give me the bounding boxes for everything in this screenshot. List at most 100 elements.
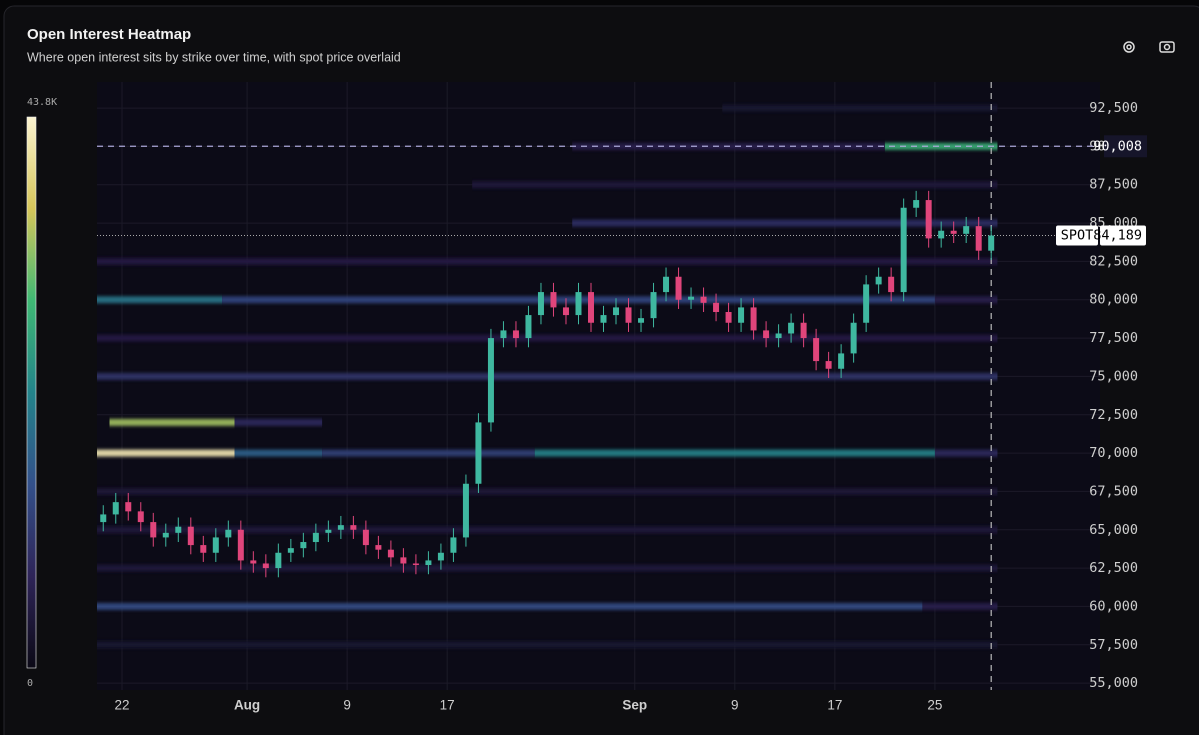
candle-body xyxy=(725,312,732,323)
y-tick-label: 80,000 xyxy=(1089,292,1138,308)
settings-icon[interactable] xyxy=(1123,41,1135,53)
candle-body xyxy=(638,318,645,323)
candle-body xyxy=(788,322,795,334)
candle-body xyxy=(487,338,494,423)
heat-band xyxy=(884,142,998,150)
candle-body xyxy=(650,292,657,319)
candle-body xyxy=(763,330,770,339)
candle-body xyxy=(150,522,157,538)
candle-body xyxy=(713,302,720,313)
candle-body xyxy=(537,292,544,316)
heat-band xyxy=(572,219,998,227)
heat-band xyxy=(97,564,998,572)
y-tick-label: 55,000 xyxy=(1089,675,1138,691)
candle-body xyxy=(988,235,995,251)
y-tick-label: 57,500 xyxy=(1089,637,1138,653)
candle-body xyxy=(225,529,232,538)
candle-body xyxy=(450,537,457,553)
candle-body xyxy=(387,549,394,558)
candle-body xyxy=(525,315,532,339)
heat-band xyxy=(97,526,998,534)
x-tick-label: 17 xyxy=(440,698,455,713)
heat-band xyxy=(97,602,923,610)
candle-body xyxy=(625,307,632,323)
candle-body xyxy=(800,322,807,339)
y-tick-label: 82,500 xyxy=(1089,253,1138,269)
candle-body xyxy=(425,560,432,566)
candle-body xyxy=(663,276,670,293)
spot-tag-label: SPOT xyxy=(1061,228,1094,244)
candle-body xyxy=(587,292,594,323)
x-tick-label: Sep xyxy=(622,698,647,713)
level-label: 90,008 xyxy=(1093,138,1142,154)
candle-body xyxy=(875,276,882,285)
x-tick-label: 22 xyxy=(114,698,129,713)
candle-body xyxy=(137,511,144,523)
y-tick-label: 60,000 xyxy=(1089,598,1138,614)
candle-body xyxy=(200,545,207,553)
candle-body xyxy=(738,307,745,323)
x-tick-label: 17 xyxy=(827,698,842,713)
candle-body xyxy=(775,333,782,339)
candle-body xyxy=(600,315,607,323)
heat-band xyxy=(234,418,323,426)
candle-body xyxy=(900,207,907,293)
title: Open Interest Heatmap xyxy=(27,26,191,43)
spot-box xyxy=(1100,225,1146,246)
candle-body xyxy=(325,529,332,533)
heat-band xyxy=(97,296,223,304)
heat-band xyxy=(322,449,535,457)
heat-band xyxy=(97,257,998,265)
candle-body xyxy=(975,226,982,251)
candle-body xyxy=(162,532,169,538)
candle-body xyxy=(100,514,107,523)
x-tick-label: 9 xyxy=(343,698,351,713)
x-tick-label: 25 xyxy=(927,698,942,713)
candle-body xyxy=(275,552,282,569)
y-tick-label: 77,500 xyxy=(1089,330,1138,346)
candle-body xyxy=(562,307,569,316)
candle-body xyxy=(512,330,519,339)
candle-body xyxy=(400,557,407,564)
candle-body xyxy=(500,330,507,339)
candle-body xyxy=(375,545,382,550)
y-tick-label: 65,000 xyxy=(1089,522,1138,538)
heatmap xyxy=(97,104,998,649)
spot-value: 84,189 xyxy=(1093,228,1142,244)
subtitle: Where open interest sits by strike over … xyxy=(27,50,401,64)
candle-body xyxy=(212,537,219,553)
candle-body xyxy=(838,353,845,369)
candle-body xyxy=(175,526,182,533)
candle-body xyxy=(613,307,620,316)
candle-body xyxy=(287,548,294,553)
level-box xyxy=(1104,135,1147,158)
candle-body xyxy=(550,292,557,308)
camera-icon[interactable] xyxy=(1159,41,1175,53)
candle-body xyxy=(850,322,857,354)
candle-body xyxy=(187,526,194,546)
heat-band xyxy=(97,334,998,342)
x-tick-label: 9 xyxy=(731,698,739,713)
y-tick-label: 62,500 xyxy=(1089,560,1138,576)
y-tick-label: 92,500 xyxy=(1089,100,1138,116)
candle-body xyxy=(312,532,319,543)
heat-band xyxy=(722,104,998,112)
x-tick-label: Aug xyxy=(234,698,260,713)
candle-body xyxy=(863,284,870,323)
heat-band xyxy=(472,181,998,189)
heat-band xyxy=(922,602,998,610)
candle-body xyxy=(825,361,832,369)
candle-body xyxy=(750,307,757,331)
candle-body xyxy=(913,200,920,208)
candle-body xyxy=(963,226,970,234)
candle-body xyxy=(938,230,945,239)
y-tick-label: 72,500 xyxy=(1089,407,1138,423)
y-tick-label: 75,000 xyxy=(1089,368,1138,384)
heat-band xyxy=(97,449,235,457)
candle-body xyxy=(362,529,369,546)
candle-body xyxy=(337,525,344,530)
y-tick-label: 87,500 xyxy=(1089,177,1138,193)
candle-body xyxy=(437,552,444,561)
candle-body xyxy=(237,529,244,561)
